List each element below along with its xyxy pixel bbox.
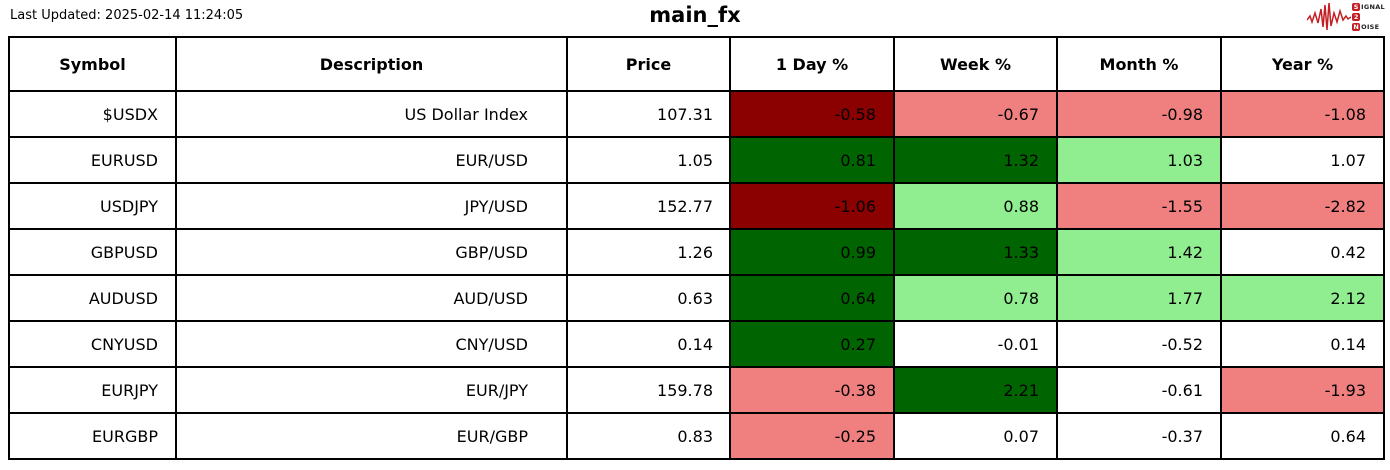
symbol-cell: GBPUSD	[8, 228, 177, 276]
logo-letterbox-n: N	[1352, 22, 1361, 31]
column-header-1-day: 1 Day %	[729, 36, 895, 92]
page-title: main_fx	[649, 3, 741, 27]
symbol-cell: EURGBP	[8, 412, 177, 460]
change-cell: 0.64	[729, 274, 895, 322]
change-cell: 2.21	[893, 366, 1058, 414]
change-cell: 0.64	[1220, 412, 1385, 460]
column-header-symbol: Symbol	[8, 36, 177, 92]
change-cell: -0.58	[729, 90, 895, 138]
change-cell: 0.14	[1220, 320, 1385, 368]
table-row: EURGBP EUR/GBP 0.83 -0.25 0.07 -0.37 0.64	[8, 412, 1385, 460]
logo-letterbox-2: 2	[1352, 12, 1361, 21]
logo-text: S IGNAL 2 N OISE	[1352, 2, 1385, 32]
description-cell: US Dollar Index	[175, 90, 568, 138]
table-row: AUDUSD AUD/USD 0.63 0.64 0.78 1.77 2.12	[8, 274, 1385, 322]
table-row: $USDX US Dollar Index 107.31 -0.58 -0.67 -0.9…	[8, 90, 1385, 138]
price-cell: 0.63	[566, 274, 731, 322]
column-header-week: Week %	[893, 36, 1058, 92]
symbol-cell: CNYUSD	[8, 320, 177, 368]
change-cell: -0.52	[1056, 320, 1222, 368]
change-cell: 0.42	[1220, 228, 1385, 276]
symbol-cell: EURJPY	[8, 366, 177, 414]
change-cell: -0.98	[1056, 90, 1222, 138]
price-cell: 152.77	[566, 182, 731, 230]
logo-rest-noise: OISE	[1361, 22, 1380, 31]
change-cell: -0.37	[1056, 412, 1222, 460]
change-cell: -0.25	[729, 412, 895, 460]
symbol-cell: AUDUSD	[8, 274, 177, 322]
table-row: EURUSD EUR/USD 1.05 0.81 1.32 1.03 1.07	[8, 136, 1385, 184]
logo-letterbox-s: S	[1352, 2, 1361, 11]
symbol-cell: USDJPY	[8, 182, 177, 230]
signal2noise-logo: S IGNAL 2 N OISE	[1307, 1, 1385, 32]
change-cell: -1.06	[729, 182, 895, 230]
change-cell: 0.99	[729, 228, 895, 276]
description-cell: EUR/USD	[175, 136, 568, 184]
price-cell: 1.26	[566, 228, 731, 276]
description-cell: GBP/USD	[175, 228, 568, 276]
column-header-year: Year %	[1220, 36, 1385, 92]
price-cell: 1.05	[566, 136, 731, 184]
change-cell: 1.32	[893, 136, 1058, 184]
logo-line-noise: N OISE	[1352, 22, 1385, 32]
change-cell: -1.93	[1220, 366, 1385, 414]
table-row: CNYUSD CNY/USD 0.14 0.27 -0.01 -0.52 0.14	[8, 320, 1385, 368]
description-cell: EUR/JPY	[175, 366, 568, 414]
change-cell: 0.81	[729, 136, 895, 184]
symbol-cell: $USDX	[8, 90, 177, 138]
column-header-description: Description	[175, 36, 568, 92]
change-cell: 1.03	[1056, 136, 1222, 184]
change-cell: 0.07	[893, 412, 1058, 460]
change-cell: 2.12	[1220, 274, 1385, 322]
price-cell: 0.83	[566, 412, 731, 460]
last-updated-label: Last Updated: 2025-02-14 11:24:05	[10, 8, 244, 23]
change-cell: -0.01	[893, 320, 1058, 368]
price-cell: 159.78	[566, 366, 731, 414]
description-cell: JPY/USD	[175, 182, 568, 230]
change-cell: -0.61	[1056, 366, 1222, 414]
change-cell: -0.67	[893, 90, 1058, 138]
logo-rest-signal: IGNAL	[1361, 2, 1385, 11]
table-header-row: Symbol Description Price 1 Day % Week % Month…	[8, 36, 1385, 92]
change-cell: 0.27	[729, 320, 895, 368]
fx-table: Symbol Description Price 1 Day % Week % Month…	[8, 36, 1385, 460]
logo-line-signal: S IGNAL	[1352, 2, 1385, 12]
change-cell: 1.42	[1056, 228, 1222, 276]
symbol-cell: EURUSD	[8, 136, 177, 184]
table-row: USDJPY JPY/USD 152.77 -1.06 0.88 -1.55 -2.82	[8, 182, 1385, 230]
change-cell: -0.38	[729, 366, 895, 414]
column-header-price: Price	[566, 36, 731, 92]
price-cell: 0.14	[566, 320, 731, 368]
description-cell: AUD/USD	[175, 274, 568, 322]
change-cell: -1.08	[1220, 90, 1385, 138]
description-cell: CNY/USD	[175, 320, 568, 368]
table-row: GBPUSD GBP/USD 1.26 0.99 1.33 1.42 0.42	[8, 228, 1385, 276]
table-row: EURJPY EUR/JPY 159.78 -0.38 2.21 -0.61 -1.93	[8, 366, 1385, 414]
change-cell: -1.55	[1056, 182, 1222, 230]
waveform-icon	[1307, 2, 1352, 31]
change-cell: 1.07	[1220, 136, 1385, 184]
change-cell: 0.88	[893, 182, 1058, 230]
logo-line-2: 2	[1352, 12, 1385, 22]
change-cell: 1.77	[1056, 274, 1222, 322]
change-cell: 1.33	[893, 228, 1058, 276]
change-cell: 0.78	[893, 274, 1058, 322]
change-cell: -2.82	[1220, 182, 1385, 230]
column-header-month: Month %	[1056, 36, 1222, 92]
price-cell: 107.31	[566, 90, 731, 138]
description-cell: EUR/GBP	[175, 412, 568, 460]
